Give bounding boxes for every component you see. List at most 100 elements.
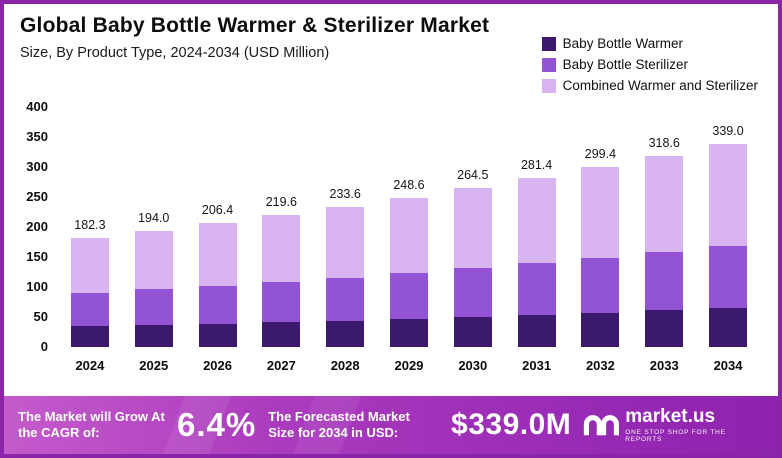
bar-total-label: 318.6 — [648, 135, 680, 150]
bar-segment-combined-warmer-and-sterilizer — [389, 197, 428, 274]
y-axis-tick-label: 100 — [26, 279, 48, 294]
stacked-bar — [326, 206, 365, 347]
legend-swatch — [541, 78, 556, 93]
bar-total-label: 339.0 — [712, 123, 744, 138]
bar-group: 299.4 2032 — [569, 107, 633, 373]
bar-group: 233.6 2028 — [313, 107, 377, 373]
y-axis-tick-label: 400 — [26, 99, 48, 114]
bar-segment-baby-bottle-sterilizer — [645, 252, 684, 311]
brand-logo: market.us One Stop Shop For The Reports — [583, 407, 764, 443]
x-axis-label: 2029 — [394, 358, 424, 373]
forecast-label: The Forecasted Market Size for 2034 in U… — [268, 408, 410, 440]
bar-total-label: 194.0 — [138, 210, 170, 225]
x-axis-label: 2028 — [330, 358, 360, 373]
x-axis-label: 2032 — [585, 358, 615, 373]
legend-label: Baby Bottle Warmer — [562, 36, 683, 51]
brand-tagline: One Stop Shop For The Reports — [625, 429, 726, 443]
bar-segment-combined-warmer-and-sterilizer — [198, 223, 237, 286]
y-axis-tick-label: 250 — [26, 189, 48, 204]
bar-group: 206.4 2026 — [186, 107, 250, 373]
bar-group: 248.6 2029 — [377, 107, 441, 373]
bar-segment-baby-bottle-sterilizer — [517, 263, 556, 316]
chart-area: 0 50 100 150 200 250 300 350 400 182.3 2024 194.0 2… — [4, 100, 778, 373]
x-axis-label: 2031 — [522, 358, 552, 373]
bar-total-label: 206.4 — [201, 203, 234, 218]
bar-total-label: 182.3 — [74, 217, 106, 232]
x-axis-label: 2024 — [75, 358, 105, 373]
bar-segment-baby-bottle-sterilizer — [134, 288, 173, 325]
legend-label: Combined Warmer and Sterilizer — [562, 78, 758, 93]
cagr-label: The Market will Grow At the CAGR of: — [18, 408, 165, 440]
footer-banner: The Market will Grow At the CAGR of: 6.4… — [4, 396, 778, 454]
legend-swatch — [541, 36, 556, 51]
y-axis-tick-label: 300 — [26, 159, 48, 174]
bar-total-label: 233.6 — [329, 186, 361, 201]
legend-item: Baby Bottle Warmer — [541, 36, 758, 51]
cagr-value: 6.4% — [176, 406, 257, 443]
x-axis-label: 2034 — [713, 358, 743, 373]
bar-segment-combined-warmer-and-sterilizer — [134, 230, 173, 289]
stacked-bar — [709, 143, 748, 347]
stacked-bar — [645, 155, 684, 347]
bar-segment-combined-warmer-and-sterilizer — [709, 143, 748, 247]
legend-item: Combined Warmer and Sterilizer — [541, 78, 758, 93]
bar-total-label: 264.5 — [457, 168, 489, 183]
stacked-bar — [389, 197, 428, 347]
market-us-logo-icon — [583, 413, 620, 437]
bar-total-label: 281.4 — [520, 158, 553, 173]
bar-segment-combined-warmer-and-sterilizer — [453, 188, 492, 269]
bar-segment-combined-warmer-and-sterilizer — [70, 237, 109, 293]
bar-segment-baby-bottle-warmer — [453, 317, 492, 347]
chart-header: Global Baby Bottle Warmer & Sterilizer M… — [4, 4, 778, 93]
bar-group: 264.5 2030 — [441, 107, 505, 373]
legend-label: Baby Bottle Sterilizer — [562, 57, 688, 72]
stacked-bar — [70, 237, 109, 347]
bar-segment-baby-bottle-warmer — [517, 315, 556, 347]
y-axis-tick-label: 200 — [26, 219, 48, 234]
x-axis-label: 2030 — [458, 358, 488, 373]
bar-total-label: 219.6 — [265, 195, 297, 210]
brand-name: market.us — [625, 406, 716, 427]
stacked-bar — [262, 215, 301, 347]
bar-segment-baby-bottle-sterilizer — [581, 257, 620, 313]
bar-segment-baby-bottle-sterilizer — [262, 282, 301, 322]
bar-segment-baby-bottle-warmer — [134, 324, 173, 347]
legend-swatch — [541, 57, 556, 72]
x-axis-label: 2033 — [649, 358, 679, 373]
bar-segment-baby-bottle-warmer — [262, 321, 301, 347]
bar-total-label: 248.6 — [393, 177, 425, 192]
bar-segment-combined-warmer-and-sterilizer — [581, 167, 620, 258]
bar-segment-combined-warmer-and-sterilizer — [262, 215, 301, 283]
bar-group: 182.3 2024 — [58, 107, 122, 373]
bar-segment-baby-bottle-sterilizer — [326, 278, 365, 321]
bar-segment-baby-bottle-warmer — [581, 312, 620, 347]
stacked-bar — [134, 230, 173, 347]
brand-text: market.us One Stop Shop For The Reports — [625, 407, 764, 443]
forecast-value: $339.0M — [451, 408, 572, 441]
y-axis-tick-label: 0 — [40, 339, 48, 354]
x-axis-label: 2025 — [139, 358, 169, 373]
bar-segment-combined-warmer-and-sterilizer — [517, 178, 556, 264]
bar-total-label: 299.4 — [584, 147, 617, 162]
bar-group: 339.0 2034 — [696, 107, 760, 373]
bar-segment-baby-bottle-sterilizer — [70, 293, 109, 326]
bar-segment-baby-bottle-sterilizer — [709, 246, 748, 308]
bar-group: 219.6 2027 — [249, 107, 313, 373]
legend: Baby Bottle Warmer Baby Bottle Sterilizer… — [541, 36, 758, 93]
bar-segment-baby-bottle-warmer — [326, 320, 365, 347]
bar-segment-baby-bottle-warmer — [70, 326, 109, 347]
y-axis: 0 50 100 150 200 250 300 350 400 — [12, 100, 54, 354]
bar-segment-combined-warmer-and-sterilizer — [326, 206, 365, 279]
bar-segment-baby-bottle-sterilizer — [198, 285, 237, 324]
chart-title: Global Baby Bottle Warmer & Sterilizer M… — [20, 14, 490, 37]
legend-item: Baby Bottle Sterilizer — [541, 57, 758, 72]
stacked-bar — [198, 223, 237, 347]
bar-segment-baby-bottle-warmer — [709, 308, 748, 347]
y-axis-tick-label: 50 — [33, 309, 48, 324]
bar-group: 318.6 2033 — [632, 107, 696, 373]
bar-segment-baby-bottle-warmer — [198, 323, 237, 347]
stacked-bar — [517, 178, 556, 347]
bar-segment-baby-bottle-sterilizer — [453, 268, 492, 317]
bar-group: 194.0 2025 — [122, 107, 186, 373]
